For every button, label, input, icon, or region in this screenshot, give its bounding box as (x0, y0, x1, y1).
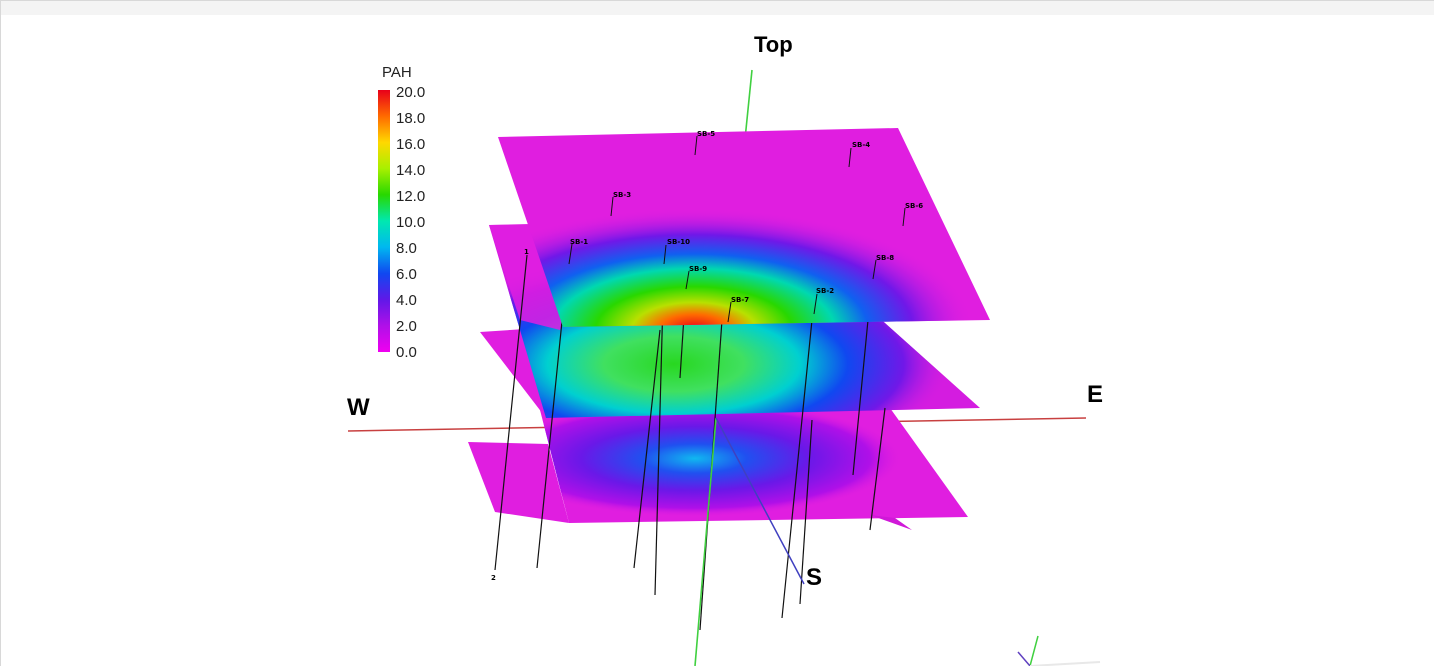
slice-top (498, 128, 990, 327)
well-labels: SB-5 SB-4 SB-3 SB-6 SB-1 SB-10 SB-9 SB-8… (491, 130, 923, 582)
axis-label-west: W (347, 394, 370, 421)
well-label-sb1: SB-1 (570, 238, 588, 246)
well-label-sb10: SB-10 (667, 238, 690, 246)
legend-tick: 20.0 (396, 84, 425, 101)
well-label-sb2: SB-7 (731, 296, 749, 304)
legend-tick: 12.0 (396, 188, 425, 205)
viewport-top-shade (1, 1, 1434, 15)
well-label-sb5: SB-5 (697, 130, 715, 138)
well-stems (568, 135, 906, 323)
well-label-sb3: SB-3 (613, 191, 631, 199)
slice-lower (468, 408, 968, 530)
axis-label-east: E (1087, 381, 1103, 408)
legend-tick: 2.0 (396, 318, 417, 335)
well-label-sb8: SB-8 (876, 254, 894, 262)
legend-title: PAH (382, 64, 412, 81)
orientation-triad (1017, 635, 1101, 666)
legend-tick: 16.0 (396, 136, 425, 153)
south-axis (715, 417, 805, 585)
legend-tick: 0.0 (396, 344, 417, 361)
depth-marker-bottom: 2 (491, 574, 496, 582)
legend-tick: 10.0 (396, 214, 425, 231)
well-label-sb9: SB-9 (689, 265, 707, 273)
axis-label-south: S (806, 564, 822, 591)
legend-color-bar (378, 90, 390, 352)
legend-tick: 14.0 (396, 162, 425, 179)
top-axis-lower (694, 417, 717, 666)
well-label-sb4: SB-4 (852, 141, 870, 149)
color-legend: PAH 20.0 18.0 16.0 14.0 12.0 10.0 8.0 6.… (378, 64, 425, 361)
axis-label-top: Top (754, 32, 793, 57)
legend-tick: 4.0 (396, 292, 417, 309)
legend-tick: 18.0 (396, 110, 425, 127)
depth-marker-top: 1 (524, 248, 529, 256)
legend-tick: 8.0 (396, 240, 417, 257)
legend-tick: 6.0 (396, 266, 417, 283)
well-label-sb7: SB-2 (816, 287, 834, 295)
well-label-sb6: SB-6 (905, 202, 923, 210)
